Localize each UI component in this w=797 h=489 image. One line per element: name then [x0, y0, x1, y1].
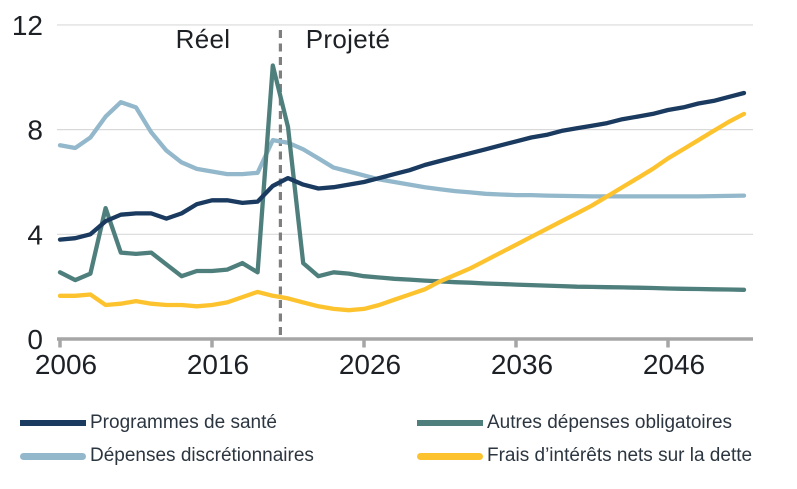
lightblue-line-swatch [20, 452, 86, 460]
legend-label: Programmes de santé [90, 412, 277, 433]
legend-item-programmes-de-sante: Programmes de santé [20, 412, 277, 434]
svg-text:2026: 2026 [339, 349, 401, 380]
line-chart: 0 4 8 12 2006 2016 2026 2036 2046 [12, 10, 753, 380]
svg-text:8: 8 [27, 115, 43, 146]
legend-item-frais-interets: Frais d’intérêts nets sur la dette [417, 445, 752, 467]
teal-line-swatch [417, 420, 483, 426]
svg-text:12: 12 [12, 10, 43, 41]
svg-text:2046: 2046 [643, 349, 705, 380]
annotation-projected-label: Projeté [305, 24, 391, 54]
legend-label: Dépenses discrétionnaires [90, 445, 314, 466]
legend-item-autres-depenses-obligatoires: Autres dépenses obligatoires [417, 412, 732, 434]
svg-text:2016: 2016 [187, 349, 249, 380]
legend-label: Frais d’intérêts nets sur la dette [487, 445, 753, 466]
legend-item-depenses-discretionnaires: Dépenses discrétionnaires [20, 445, 314, 467]
legend-label: Autres dépenses obligatoires [487, 412, 733, 433]
svg-text:4: 4 [27, 219, 43, 250]
yellow-line-swatch [417, 452, 483, 460]
svg-text:0: 0 [27, 324, 43, 355]
svg-text:2036: 2036 [491, 349, 553, 380]
annotation-actual-label: Réel [175, 24, 231, 54]
svg-text:2006: 2006 [35, 349, 97, 380]
navy-line-swatch [20, 420, 86, 426]
